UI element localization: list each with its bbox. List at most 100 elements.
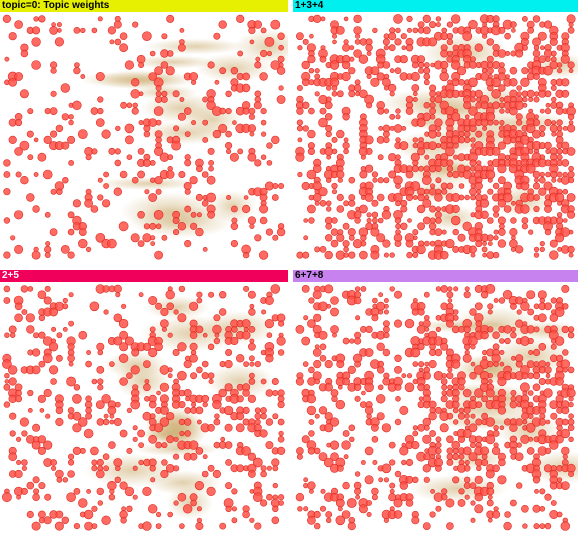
bubble (498, 228, 506, 236)
bubble (446, 372, 454, 380)
bubble (407, 218, 412, 223)
bubble (247, 152, 257, 162)
bubble (497, 164, 507, 174)
bubble (201, 171, 209, 178)
bubble (242, 72, 250, 81)
bubble (249, 223, 255, 229)
bubble (532, 49, 541, 58)
bubble (319, 245, 327, 253)
bubble (97, 194, 104, 201)
bubble (388, 493, 397, 502)
bubble (314, 246, 321, 253)
bubble (96, 342, 105, 351)
bubble (266, 160, 273, 166)
bubble (108, 441, 116, 449)
bubble (561, 141, 570, 150)
bubble (418, 361, 425, 368)
bubble (166, 412, 175, 421)
bubble (463, 291, 471, 299)
bubble (435, 131, 442, 137)
bubble (16, 460, 22, 466)
panel-2-5[interactable]: 2+5 (0, 270, 288, 533)
bubble (271, 194, 279, 201)
bubble (9, 430, 16, 437)
bubble-plot-topic-0[interactable] (0, 12, 288, 262)
bubble (497, 475, 507, 485)
bubble (214, 413, 220, 419)
bubble (353, 337, 362, 345)
bubble-plot-1-3-4[interactable] (293, 12, 578, 262)
bubble (533, 91, 540, 97)
bubble (440, 378, 448, 385)
bubble (149, 413, 156, 420)
bubble (407, 27, 413, 33)
bubble (544, 366, 552, 374)
bubble (550, 85, 557, 91)
bubble (308, 366, 315, 374)
bubble (153, 106, 164, 116)
bubble (45, 413, 51, 419)
bubble-plot-6-7-8[interactable] (293, 282, 578, 533)
bubble (497, 406, 507, 415)
bubble (249, 303, 255, 309)
bubble (306, 394, 316, 404)
bubble (377, 177, 384, 184)
bubble (3, 171, 11, 178)
bubble (404, 382, 415, 393)
bubble (389, 91, 395, 97)
bubble (371, 171, 378, 178)
bubble (302, 125, 309, 132)
bubble (260, 413, 267, 420)
bubble (90, 107, 99, 115)
bubble (154, 423, 164, 433)
bubble (62, 327, 68, 332)
bubble (318, 187, 328, 197)
bubble (114, 148, 121, 155)
bubble (376, 342, 385, 352)
bubble (520, 181, 530, 191)
bubble-plot-2-5[interactable] (0, 282, 288, 533)
bubble (337, 177, 343, 183)
bubble (474, 365, 484, 375)
bubble (27, 108, 34, 115)
bubble (561, 78, 570, 87)
bubble (306, 169, 317, 180)
bubble (270, 284, 281, 294)
bubble (51, 22, 56, 27)
panel-topic-0[interactable]: topic=0: Topic weights (0, 0, 288, 262)
bubble (435, 125, 442, 132)
panel-6-7-8[interactable]: 6+7+8 (293, 270, 578, 533)
bubble (343, 454, 349, 460)
bubble (38, 331, 46, 339)
bubble (261, 309, 267, 315)
bubble (457, 499, 466, 507)
bubble (218, 123, 228, 133)
bubble (534, 177, 539, 183)
bubble (278, 183, 285, 190)
bubble (314, 522, 321, 530)
bubble (73, 487, 81, 495)
bubble (68, 292, 74, 298)
bubble (354, 79, 361, 86)
bubble (360, 401, 367, 408)
bubble (422, 417, 432, 427)
bubble (487, 188, 494, 195)
bubble (27, 407, 33, 413)
bubble (91, 148, 98, 155)
bubble (155, 136, 162, 144)
bubble (97, 177, 103, 183)
bubble (138, 120, 144, 126)
bubble (173, 309, 179, 315)
bubble (265, 418, 274, 426)
bubble (406, 251, 413, 259)
bubble (568, 436, 574, 443)
bubble (33, 137, 39, 143)
bubble (440, 342, 449, 351)
bubble (395, 200, 401, 207)
bubble (144, 379, 150, 384)
bubble (475, 418, 483, 426)
panel-1-3-4[interactable]: 1+3+4 (293, 0, 578, 262)
bubble (61, 141, 70, 150)
bubble (502, 289, 513, 300)
bubble (132, 465, 138, 471)
